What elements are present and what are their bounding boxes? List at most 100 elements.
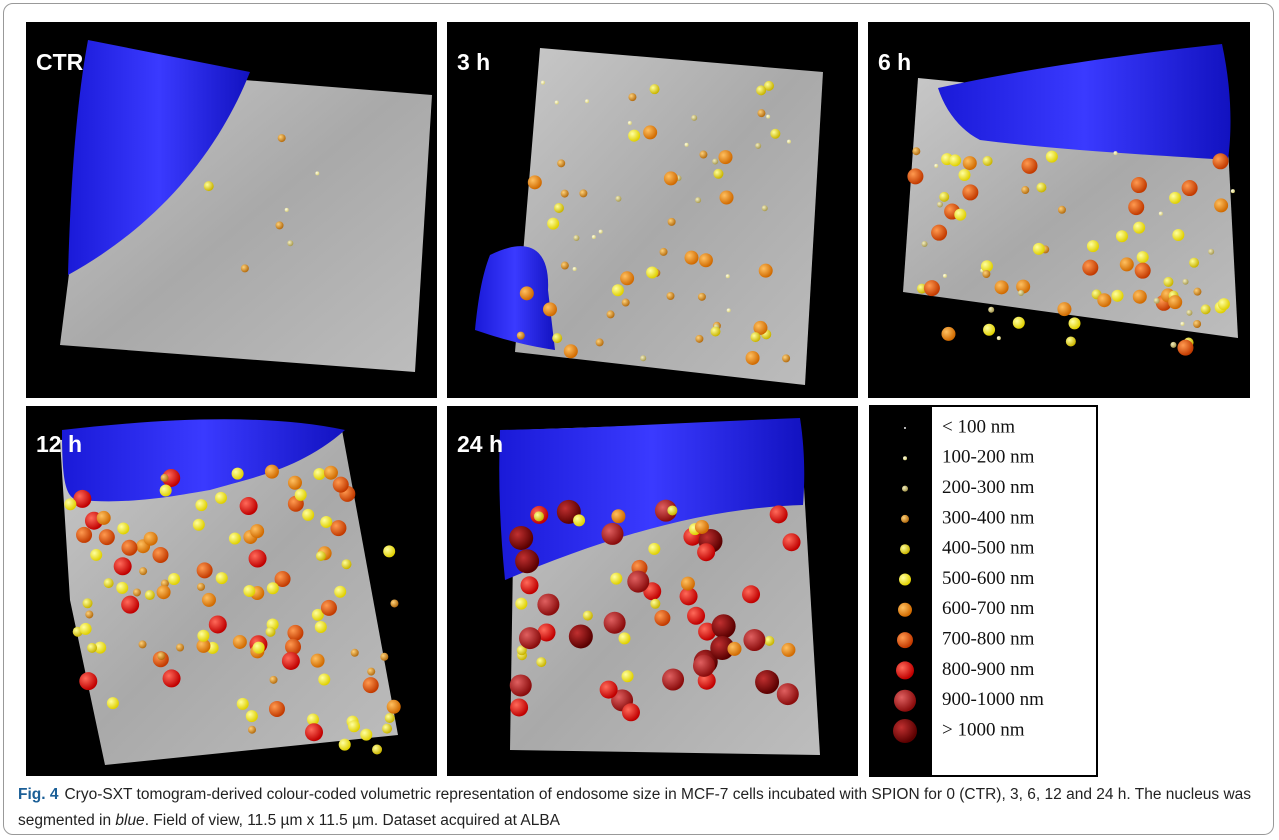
endosome: [726, 274, 730, 278]
endosome: [1189, 258, 1199, 268]
endosome: [521, 576, 539, 594]
endosome: [1116, 230, 1128, 242]
endosome: [243, 585, 255, 597]
endosome: [385, 713, 395, 723]
endosome: [1193, 288, 1201, 296]
endosome: [334, 586, 346, 598]
legend-sphere: [903, 456, 907, 460]
endosome: [248, 726, 256, 734]
endosome: [1213, 153, 1229, 169]
endosome: [561, 190, 569, 198]
endosome: [269, 701, 285, 717]
endosome: [1163, 277, 1173, 287]
endosome: [168, 573, 180, 585]
endosome: [90, 549, 102, 561]
endosome: [1172, 229, 1184, 241]
endosome: [710, 326, 720, 336]
endosome: [197, 630, 209, 642]
legend-sphere: [893, 719, 917, 743]
endosome: [1208, 249, 1214, 255]
endosome: [240, 497, 258, 515]
endosome: [302, 509, 314, 521]
endosome: [958, 169, 970, 181]
figure: CTR 3 h 6 h 12 h 24 h < 100 nm100-200 nm…: [0, 0, 1279, 780]
endosome: [756, 85, 766, 95]
endosome: [1097, 293, 1111, 307]
endosome: [250, 524, 264, 538]
endosome: [372, 744, 382, 754]
endosome: [1021, 158, 1037, 174]
endosome: [1135, 263, 1151, 279]
endosome: [554, 203, 564, 213]
endosome: [782, 354, 790, 362]
endosome: [691, 115, 697, 121]
caption-emphasis: blue: [115, 812, 144, 829]
endosome: [650, 599, 660, 609]
endosome: [193, 519, 205, 531]
endosome: [622, 703, 640, 721]
endosome: [557, 159, 565, 167]
legend-label: 600-700 nm: [942, 598, 1035, 619]
endosome: [197, 562, 213, 578]
endosome: [1183, 279, 1189, 285]
endosome: [117, 522, 129, 534]
endosome: [583, 611, 593, 621]
endosome: [787, 140, 791, 144]
caption: Fig. 4Cryo-SXT tomogram-derived colour-c…: [18, 782, 1268, 834]
endosome: [320, 516, 332, 528]
endosome: [363, 677, 379, 693]
legend-label: 400-500 nm: [942, 538, 1035, 559]
endosome: [87, 643, 97, 653]
endosome: [654, 610, 670, 626]
endosome: [764, 636, 774, 646]
legend-sphere: [899, 574, 911, 586]
endosome: [107, 697, 119, 709]
endosome: [536, 657, 546, 667]
legend-sphere: [902, 486, 908, 492]
endosome: [699, 151, 707, 159]
endosome: [781, 643, 795, 657]
endosome: [600, 681, 618, 699]
endosome: [1069, 317, 1081, 329]
endosome: [97, 511, 111, 525]
endosome: [246, 710, 258, 722]
endosome: [316, 551, 326, 561]
endosome: [727, 308, 731, 312]
endosome: [83, 598, 93, 608]
endosome: [628, 130, 640, 142]
endosome: [287, 625, 303, 641]
endosome: [519, 627, 541, 649]
endosome: [648, 543, 660, 555]
endosome: [720, 190, 734, 204]
endosome: [1066, 336, 1076, 346]
endosome: [695, 335, 703, 343]
endosome: [628, 121, 632, 125]
endosome: [912, 147, 920, 155]
endosome: [342, 559, 352, 569]
endosome: [380, 653, 388, 661]
endosome: [215, 492, 227, 504]
endosome: [537, 594, 559, 616]
endosome: [622, 670, 634, 682]
endosome: [287, 240, 293, 246]
endosome: [1218, 298, 1230, 310]
endosome: [983, 156, 993, 166]
endosome: [104, 578, 114, 588]
endosome: [121, 540, 137, 556]
endosome: [144, 532, 158, 546]
endosome: [315, 171, 319, 175]
endosome: [983, 324, 995, 336]
endosome: [541, 81, 545, 85]
endosome: [1058, 206, 1066, 214]
endosome: [698, 293, 706, 301]
endosome: [79, 672, 97, 690]
endosome: [253, 642, 265, 654]
legend-label: 900-1000 nm: [942, 689, 1044, 710]
endosome: [601, 523, 623, 545]
endosome: [1128, 199, 1144, 215]
endosome: [295, 489, 307, 501]
endosome: [962, 184, 978, 200]
endosome: [547, 218, 559, 230]
endosome: [963, 156, 977, 170]
endosome: [954, 209, 966, 221]
